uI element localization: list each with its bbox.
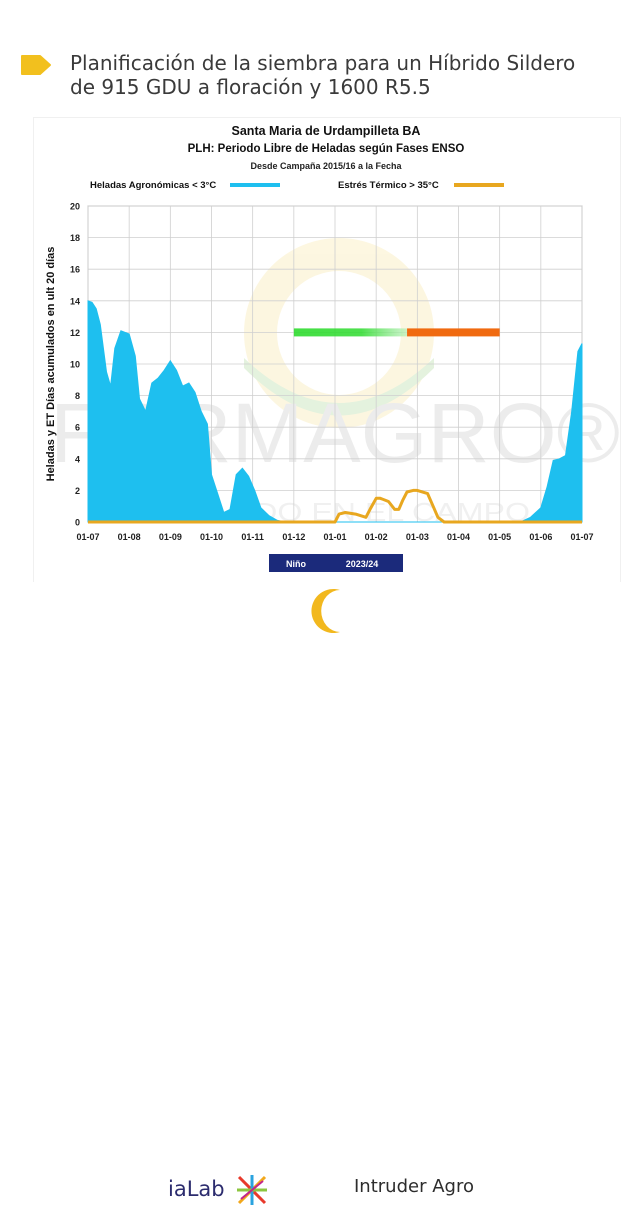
ialab-star-icon xyxy=(237,1175,268,1205)
y-tick-label: 2 xyxy=(75,486,80,496)
x-tick-label: 01-11 xyxy=(241,532,264,542)
ialab-logo: iaLab xyxy=(168,1173,269,1207)
y-tick-label: 14 xyxy=(70,296,80,306)
x-tick-label: 01-02 xyxy=(365,532,388,542)
y-axis-label: Heladas y ET Días acumulados en ult 20 d… xyxy=(45,247,57,482)
intruder-moon-icon xyxy=(311,589,340,633)
planning-bar-green xyxy=(293,328,408,337)
y-tick-label: 10 xyxy=(70,360,80,370)
x-tick-label: 01-07 xyxy=(570,532,593,542)
series-area-frost xyxy=(87,300,583,523)
x-tick-label: 01-09 xyxy=(159,532,182,542)
page-title-line2: de 915 GDU a floración y 1600 R5.5 xyxy=(70,75,431,99)
legend-label-frost: Heladas Agronómicas < 3°C xyxy=(90,180,216,191)
chart-title: Santa Maria de Urdampilleta BA xyxy=(232,124,421,138)
y-tick-label: 20 xyxy=(70,202,80,212)
series-line-heat xyxy=(88,488,582,524)
page-header: Planificación de la siembra para un Híbr… xyxy=(0,0,640,112)
y-tick-label: 16 xyxy=(70,265,80,275)
x-tick-label: 01-04 xyxy=(447,532,470,542)
intruder-agro-logo: Intruder Agro xyxy=(354,1176,474,1197)
phase-band: Niño 2023/24 xyxy=(269,554,403,572)
x-tick-label: 01-12 xyxy=(282,532,305,542)
phase-label: Niño xyxy=(286,559,306,569)
x-tick-label: 01-06 xyxy=(529,532,552,542)
y-tick-label: 8 xyxy=(75,391,80,401)
chart-subtitle2: Desde Campaña 2015/16 a la Fecha xyxy=(250,161,402,171)
y-tick-label: 12 xyxy=(70,328,80,338)
season-label: 2023/24 xyxy=(346,559,379,569)
axes: 0 2 4 6 8 10 12 14 16 18 20 01-07 01-08 01-09 01-10 01-… xyxy=(70,202,594,543)
footer: iaLab Intruder Agro xyxy=(0,582,640,1205)
x-tick-label: 01-07 xyxy=(76,532,99,542)
y-tick-label: 6 xyxy=(75,423,80,433)
tag-marker-icon xyxy=(21,55,51,75)
y-tick-label: 4 xyxy=(75,454,80,464)
x-tick-label: 01-10 xyxy=(200,532,223,542)
x-tick-label: 01-08 xyxy=(118,532,141,542)
y-tick-label: 0 xyxy=(75,518,80,528)
x-tick-label: 01-03 xyxy=(406,532,429,542)
page-title-line1: Planificación de la siembra para un Híbr… xyxy=(70,51,576,75)
x-tick-label: 01-01 xyxy=(323,532,346,542)
legend-label-heat: Estrés Térmico > 35°C xyxy=(338,180,439,191)
chart-subtitle: PLH: Periodo Libre de Heladas según Fase… xyxy=(188,143,465,155)
frost-heat-chart: FORMAGRO® DE TU LADO EN EL CAMPO Santa M… xyxy=(45,124,620,572)
legend: Heladas Agronómicas < 3°C Estrés Térmico… xyxy=(90,180,504,191)
phase-band-box xyxy=(269,554,403,572)
y-tick-label: 18 xyxy=(70,233,80,243)
ialab-logo-text: iaLab xyxy=(168,1177,225,1201)
chart-container: FORMAGRO® DE TU LADO EN EL CAMPO Santa M… xyxy=(34,118,620,582)
page-title: Planificación de la siembra para un Híbr… xyxy=(70,51,630,99)
x-tick-label: 01-05 xyxy=(488,532,511,542)
planning-bar-orange xyxy=(407,328,500,337)
chart-marks xyxy=(87,300,583,524)
